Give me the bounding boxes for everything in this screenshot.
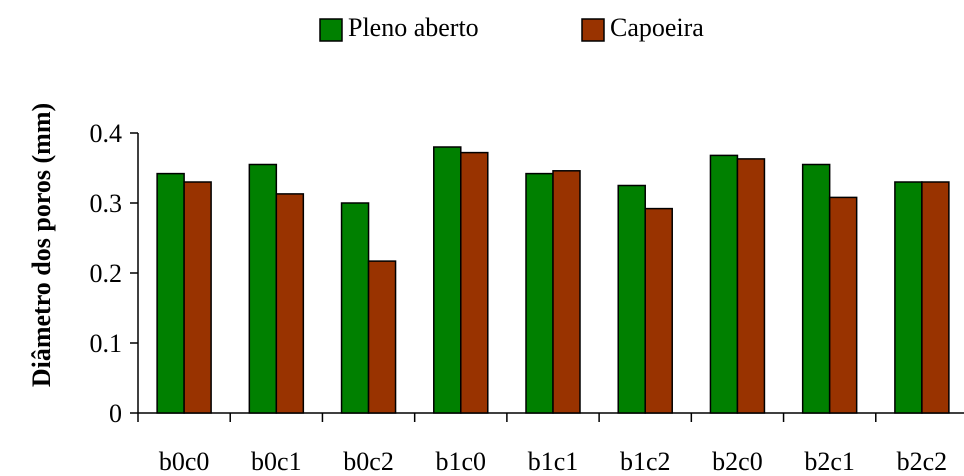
y-axis-title: Diâmetro dos poros (mm) (27, 103, 56, 387)
y-tick-label: 0.3 (90, 189, 123, 218)
bars (156, 146, 950, 414)
x-category-label: b1c1 (528, 447, 579, 476)
bar-pleno-aberto-b2c0 (709, 154, 739, 414)
y-tick-label: 0.1 (90, 329, 123, 358)
bar-pleno-aberto-b0c1 (248, 163, 278, 414)
y-tick-label: 0 (109, 399, 122, 428)
bar-pleno-aberto-b2c1 (801, 163, 831, 414)
legend: Pleno aberto Capoeira (319, 13, 704, 42)
legend-swatch-pleno-aberto (319, 18, 343, 42)
bar-capoeira-b0c2 (367, 260, 397, 414)
bar-pleno-aberto-b0c0 (156, 172, 185, 414)
legend-label-pleno-aberto: Pleno aberto (348, 13, 479, 42)
bar-capoeira-b2c1 (828, 196, 858, 414)
bar-pleno-aberto-b0c2 (340, 202, 370, 414)
bar-pleno-aberto-b1c1 (525, 172, 554, 414)
x-category-label: b2c2 (897, 447, 948, 476)
y-tick-label: 0.2 (90, 259, 123, 288)
bar-capoeira-b0c1 (275, 193, 305, 414)
x-category-label: b0c2 (343, 447, 394, 476)
legend-label-capoeira: Capoeira (610, 13, 704, 42)
x-category-label: b2c1 (804, 447, 855, 476)
bar-capoeira-b2c0 (736, 158, 766, 414)
bar-capoeira-b0c0 (183, 181, 212, 414)
x-ticks: b0c0 b0c1 b0c2 b1c0 b1c1 b1c2 b2c0 b2c1 b2c2 (137, 413, 948, 476)
bar-capoeira-b1c1 (552, 170, 581, 414)
bar-capoeira-b2c2 (921, 181, 950, 414)
x-category-label: b0c1 (251, 447, 302, 476)
x-category-label: b0c0 (159, 447, 210, 476)
bar-capoeira-b1c2 (644, 207, 673, 414)
y-tick-label: 0.4 (90, 119, 123, 148)
bar-pleno-aberto-b1c2 (617, 184, 646, 414)
bar-pleno-aberto-b1c0 (433, 146, 462, 414)
y-ticks: 0 0.1 0.2 0.3 0.4 (90, 119, 138, 428)
x-category-label: b1c0 (436, 447, 487, 476)
x-category-label: b1c2 (620, 447, 671, 476)
bar-pleno-aberto-b2c2 (894, 181, 923, 414)
x-category-label: b2c0 (712, 447, 763, 476)
legend-swatch-capoeira (581, 18, 605, 42)
bar-capoeira-b1c0 (460, 151, 489, 414)
